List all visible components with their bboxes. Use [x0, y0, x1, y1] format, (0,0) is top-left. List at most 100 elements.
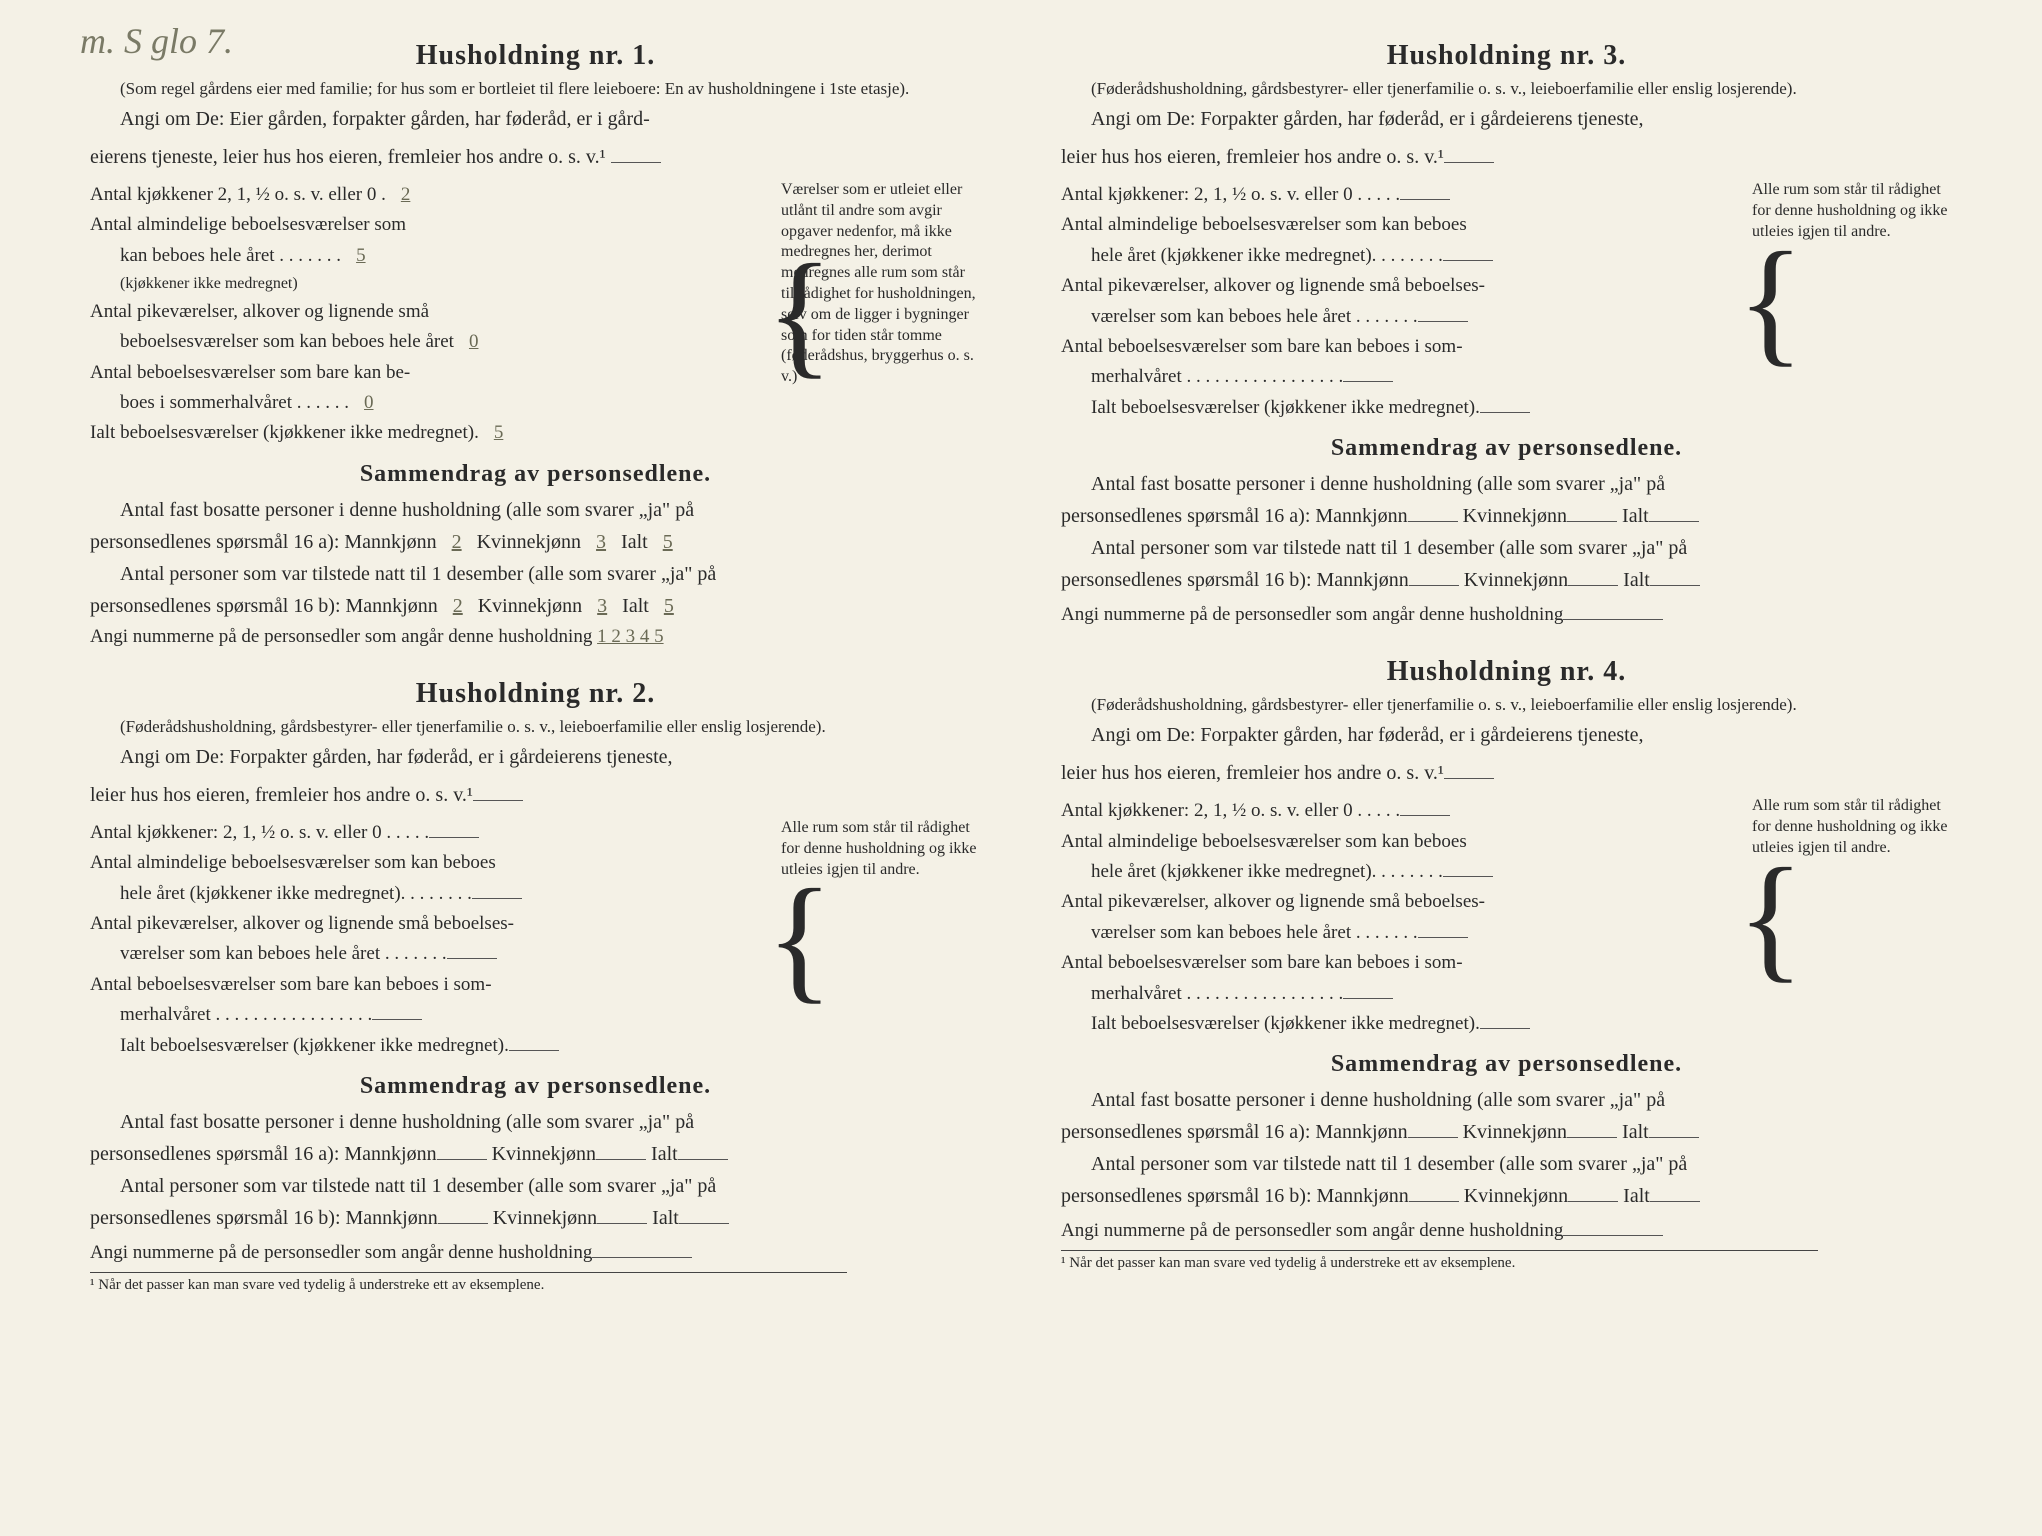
s1k4: [1567, 1117, 1617, 1138]
numval1: 1 2 3 4 5: [597, 626, 664, 648]
prompt2-text: eierens tjeneste, leier hus hos eieren, …: [90, 146, 606, 168]
numlbl3: Angi nummerne på de personsedler som ang…: [1061, 604, 1563, 625]
s2m3: [1409, 565, 1459, 586]
r2l2: Antal almindelige beboelsesværelser som …: [90, 848, 751, 878]
household-2-note: (Føderådshusholdning, gårdsbestyrer- ell…: [90, 716, 981, 738]
s1il4: Ialt: [1622, 1121, 1649, 1143]
footnote-right: ¹ Når det passer kan man svare ved tydel…: [1061, 1250, 1818, 1272]
s2il2: Ialt: [652, 1207, 679, 1229]
household-4: Husholdning nr. 4. (Føderådshusholdning,…: [1061, 656, 1952, 1272]
p4t2: leier hus hos eieren, fremleier hos andr…: [1061, 762, 1444, 784]
s2b3t: personsedlenes spørsmål 16 b): Mannkjønn: [1061, 569, 1409, 591]
sum2-4: Antal personer som var tilstede natt til…: [1061, 1148, 1952, 1180]
sum1-1: Antal fast bosatte personer i denne hush…: [90, 494, 981, 526]
r2b2: [472, 879, 522, 899]
rooms-left-4: Antal kjøkkener: 2, 1, ½ o. s. v. eller …: [1061, 796, 1722, 1039]
sum2b-4: personsedlenes spørsmål 16 b): Mannkjønn…: [1061, 1180, 1952, 1212]
numbers-4: Angi nummerne på de personsedler som ang…: [1061, 1216, 1952, 1242]
s2k2: [597, 1203, 647, 1224]
r4l5: Ialt beboelsesværelser (kjøkkener ikke m…: [1091, 1013, 1480, 1034]
r4l3: Antal pikeværelser, alkover og lignende …: [1061, 887, 1722, 917]
r4l3b: værelser som kan beboes hele året . . . …: [1091, 922, 1418, 943]
s2m4: [1409, 1181, 1459, 1202]
r2l1: Antal kjøkkener: 2, 1, ½ o. s. v. eller …: [90, 822, 429, 843]
s2k3: [1568, 565, 1618, 586]
r3l4b: merhalvåret . . . . . . . . . . . . . . …: [1091, 366, 1343, 387]
right-column: Husholdning nr. 3. (Føderådshusholdning,…: [1021, 40, 1992, 1496]
r1l3b: beboelsesværelser som kan beboes hele år…: [120, 331, 454, 352]
s2il3: Ialt: [1623, 569, 1650, 591]
r2b5: [509, 1031, 559, 1051]
s1kl4: Kvinnekjønn: [1463, 1121, 1567, 1143]
s1il3: Ialt: [1622, 505, 1649, 527]
r1l5: Ialt beboelsesværelser (kjøkkener ikke m…: [90, 422, 479, 443]
r3l1: Antal kjøkkener: 2, 1, ½ o. s. v. eller …: [1061, 184, 1400, 205]
sum1-4: Antal fast bosatte personer i denne hush…: [1061, 1084, 1952, 1116]
s1k3: [1567, 501, 1617, 522]
s2k1: 3: [587, 590, 617, 622]
r4l4b: merhalvåret . . . . . . . . . . . . . . …: [1091, 983, 1343, 1004]
pb3: [1444, 142, 1494, 163]
r4l2: Antal almindelige beboelsesværelser som …: [1061, 827, 1722, 857]
s1i3: [1649, 501, 1699, 522]
r1l2b: kan beboes hele året . . . . . . .: [120, 245, 341, 266]
s2il4: Ialt: [1623, 1185, 1650, 1207]
sum1b-4: personsedlenes spørsmål 16 a): Mannkjønn…: [1061, 1116, 1952, 1148]
s1i4: [1649, 1117, 1699, 1138]
s2kl1: Kvinnekjønn: [478, 595, 582, 617]
s2i3: [1650, 565, 1700, 586]
rooms-left-1: Antal kjøkkener 2, 1, ½ o. s. v. eller 0…: [90, 180, 751, 449]
rooms-sidebar-4: { Alle rum som står til rådighet for den…: [1732, 796, 1952, 1039]
household-2-title: Husholdning nr. 2.: [90, 678, 981, 710]
summary-title-1: Sammendrag av personsedlene.: [90, 461, 981, 488]
s2kl4: Kvinnekjønn: [1464, 1185, 1568, 1207]
s2il1: Ialt: [622, 595, 649, 617]
prompt-blank: [611, 142, 661, 163]
s1i1: 5: [653, 526, 683, 558]
p3t2: leier hus hos eieren, fremleier hos andr…: [1061, 146, 1444, 168]
household-3-note: (Føderådshusholdning, gårdsbestyrer- ell…: [1061, 78, 1952, 100]
sum1b-3: personsedlenes spørsmål 16 a): Mannkjønn…: [1061, 500, 1952, 532]
r2b3: [447, 939, 497, 959]
rooms-block-2: Antal kjøkkener: 2, 1, ½ o. s. v. eller …: [90, 818, 981, 1061]
r1l4v: 0: [354, 388, 384, 418]
pb2: [473, 780, 523, 801]
r2l3b: værelser som kan beboes hele året . . . …: [120, 943, 447, 964]
s1k1: 3: [586, 526, 616, 558]
footnote-left: ¹ Når det passer kan man svare ved tydel…: [90, 1272, 847, 1294]
brace-icon-4: {: [1737, 796, 1804, 1039]
household-2: Husholdning nr. 2. (Føderådshusholdning,…: [90, 678, 981, 1294]
rooms-block-4: Antal kjøkkener: 2, 1, ½ o. s. v. eller …: [1061, 796, 1952, 1039]
census-form-page: m. S glo 7. Husholdning nr. 1. (Som rege…: [0, 0, 2042, 1536]
brace-icon-3: {: [1737, 180, 1804, 423]
household-3-title: Husholdning nr. 3.: [1061, 40, 1952, 72]
rooms-block-3: Antal kjøkkener: 2, 1, ½ o. s. v. eller …: [1061, 180, 1952, 423]
s2i2: [679, 1203, 729, 1224]
sum2-2: Antal personer som var tilstede natt til…: [90, 1170, 981, 1202]
r3b5: [1480, 393, 1530, 413]
s2kl3: Kvinnekjønn: [1464, 569, 1568, 591]
r1l1v: 2: [391, 180, 421, 210]
r1l1: Antal kjøkkener 2, 1, ½ o. s. v. eller 0…: [90, 184, 386, 205]
numlbl1: Angi nummerne på de personsedler som ang…: [90, 626, 592, 647]
r3l5: Ialt beboelsesværelser (kjøkkener ikke m…: [1091, 397, 1480, 418]
numlbl2: Angi nummerne på de personsedler som ang…: [90, 1242, 592, 1263]
r1l2v: 5: [346, 241, 376, 271]
s1il2: Ialt: [651, 1143, 678, 1165]
s2kl2: Kvinnekjønn: [493, 1207, 597, 1229]
r1l4: Antal beboelsesværelser som bare kan be-: [90, 358, 751, 388]
s2i1: 5: [654, 590, 684, 622]
rooms-sidebar-1: { Værelser som er utleiet eller utlånt t…: [761, 180, 981, 449]
r4l1: Antal kjøkkener: 2, 1, ½ o. s. v. eller …: [1061, 800, 1400, 821]
numbers-1: Angi nummerne på de personsedler som ang…: [90, 626, 981, 648]
r3b3: [1418, 302, 1468, 322]
r4b4: [1343, 979, 1393, 999]
numbers-2: Angi nummerne på de personsedler som ang…: [90, 1238, 981, 1264]
numval2: [592, 1238, 692, 1258]
pb4: [1444, 758, 1494, 779]
r2l3: Antal pikeværelser, alkover og lignende …: [90, 909, 751, 939]
s1i2: [678, 1139, 728, 1160]
sum2b-2: personsedlenes spørsmål 16 b): Mannkjønn…: [90, 1202, 981, 1234]
s1b2t: personsedlenes spørsmål 16 a): Mannkjønn: [90, 1143, 437, 1165]
household-1: Husholdning nr. 1. (Som regel gårdens ei…: [90, 40, 981, 648]
